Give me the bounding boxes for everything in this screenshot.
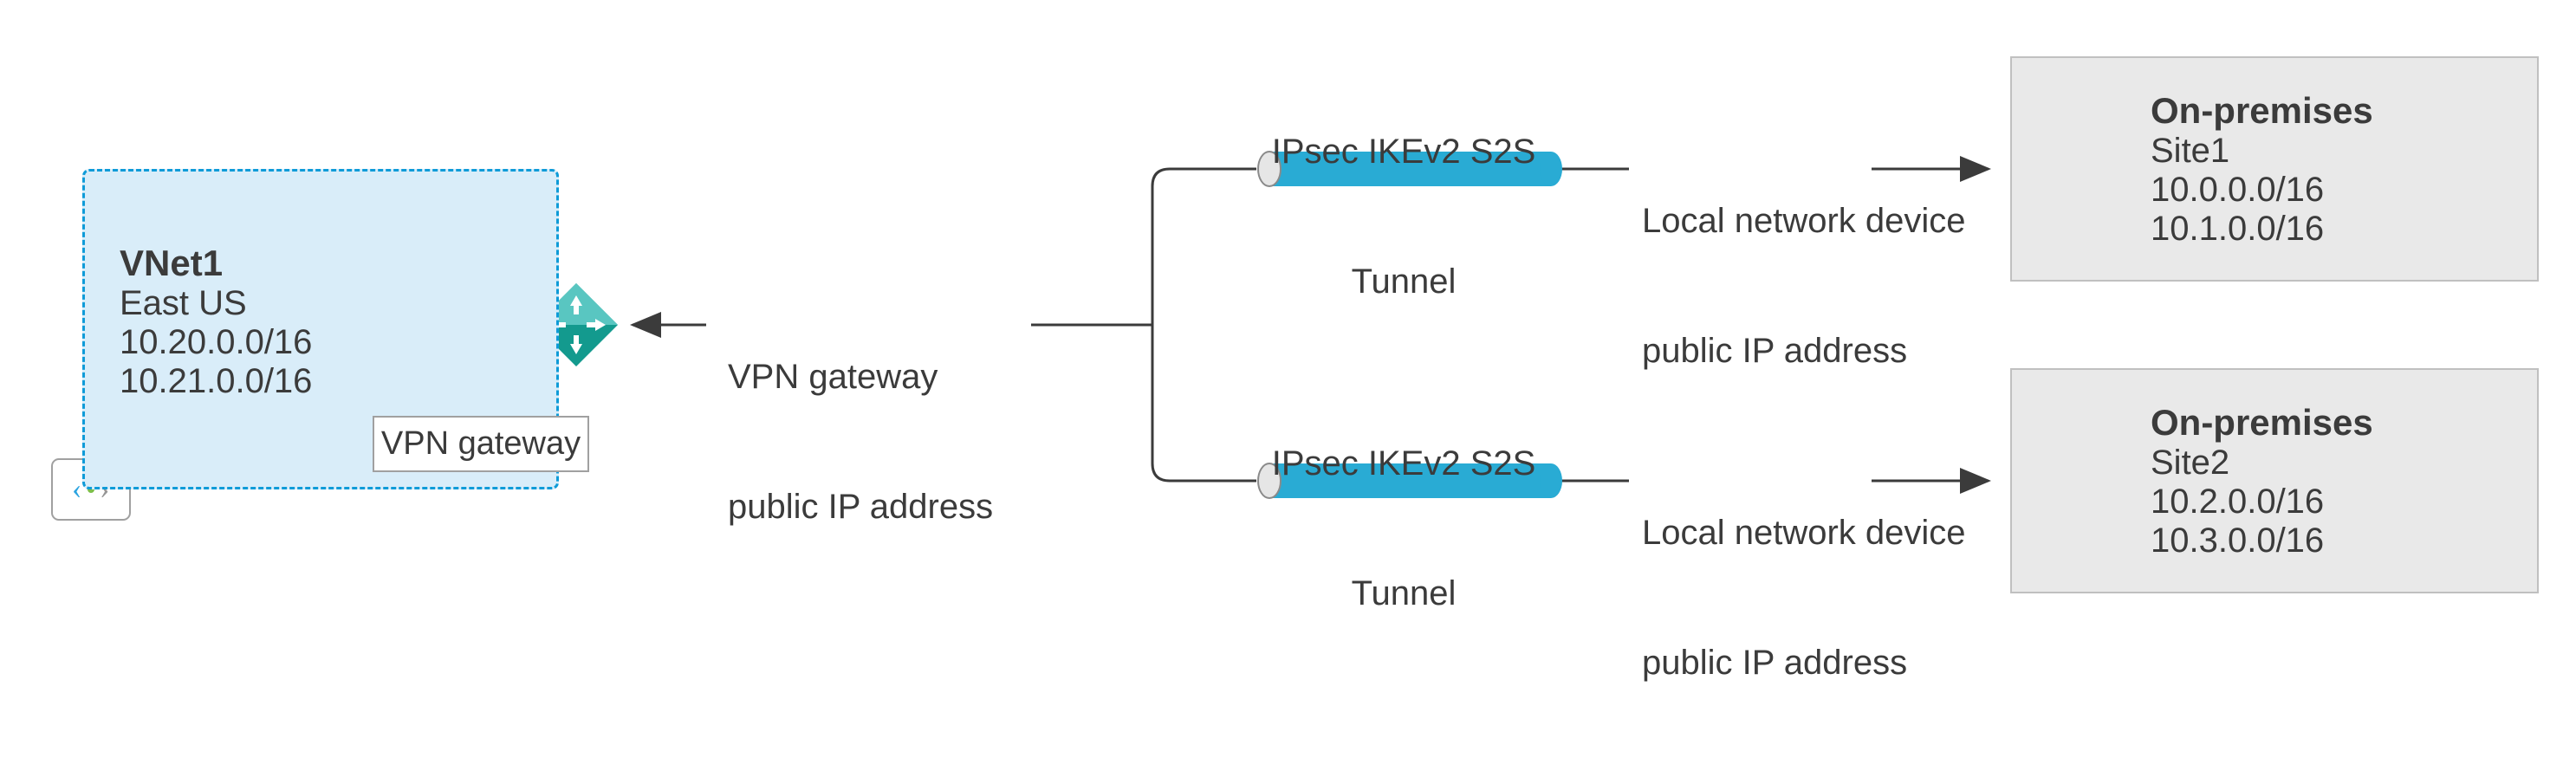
tunnel-label-bottom-line1: IPsec IKEv2 S2S bbox=[1248, 442, 1560, 485]
onprem-site2-title: On-premises bbox=[2151, 402, 2373, 444]
onprem-site2-cidr2: 10.3.0.0/16 bbox=[2151, 522, 2373, 560]
local-device-bottom-line1: Local network device bbox=[1642, 511, 1966, 554]
vpn-gateway-public-ip-line1: VPN gateway bbox=[728, 355, 993, 398]
svg-text:‹: ‹ bbox=[72, 473, 81, 505]
onprem-site1-name: Site1 bbox=[2151, 132, 2373, 171]
tunnel-label-bottom: IPsec IKEv2 S2S Tunnel bbox=[1248, 355, 1560, 702]
tunnel-label-bottom-line2: Tunnel bbox=[1248, 572, 1560, 615]
vpn-gateway-label-box: VPN gateway bbox=[373, 416, 589, 472]
split-top bbox=[1152, 169, 1256, 325]
onprem-box-site2: On-premises Site2 10.2.0.0/16 10.3.0.0/1… bbox=[2010, 368, 2539, 593]
tunnel-label-top: IPsec IKEv2 S2S Tunnel bbox=[1248, 43, 1560, 390]
diagram-canvas: ‹ › VNet1 East US 10.20.0.0/16 10.21.0.0… bbox=[0, 0, 2576, 652]
local-device-top-line2: public IP address bbox=[1642, 329, 1966, 373]
vnet-cidr1: 10.20.0.0/16 bbox=[120, 323, 522, 362]
onprem-site1-title: On-premises bbox=[2151, 90, 2373, 132]
split-bottom bbox=[1152, 325, 1256, 481]
onprem-site2-cidr1: 10.2.0.0/16 bbox=[2151, 483, 2373, 522]
local-device-top-line1: Local network device bbox=[1642, 199, 1966, 243]
onprem-site1-cidr2: 10.1.0.0/16 bbox=[2151, 210, 2373, 249]
local-device-text-top: Local network device public IP address bbox=[1642, 113, 1966, 459]
onprem-site2-name: Site2 bbox=[2151, 444, 2373, 483]
onprem-site1-cidr1: 10.0.0.0/16 bbox=[2151, 171, 2373, 210]
vnet-region: East US bbox=[120, 284, 522, 323]
local-device-text-bottom: Local network device public IP address bbox=[1642, 424, 1966, 771]
vnet-cidr2: 10.21.0.0/16 bbox=[120, 362, 522, 401]
tunnel-label-top-line1: IPsec IKEv2 S2S bbox=[1248, 130, 1560, 173]
vpn-gateway-public-ip-line2: public IP address bbox=[728, 485, 993, 528]
onprem-box-site1: On-premises Site1 10.0.0.0/16 10.1.0.0/1… bbox=[2010, 56, 2539, 282]
tunnel-label-top-line2: Tunnel bbox=[1248, 260, 1560, 303]
local-device-bottom-line2: public IP address bbox=[1642, 641, 1966, 684]
vpn-gateway-public-ip-text: VPN gateway public IP address bbox=[728, 269, 993, 615]
vpn-gateway-label: VPN gateway bbox=[381, 425, 581, 463]
vnet-title: VNet1 bbox=[120, 243, 522, 284]
